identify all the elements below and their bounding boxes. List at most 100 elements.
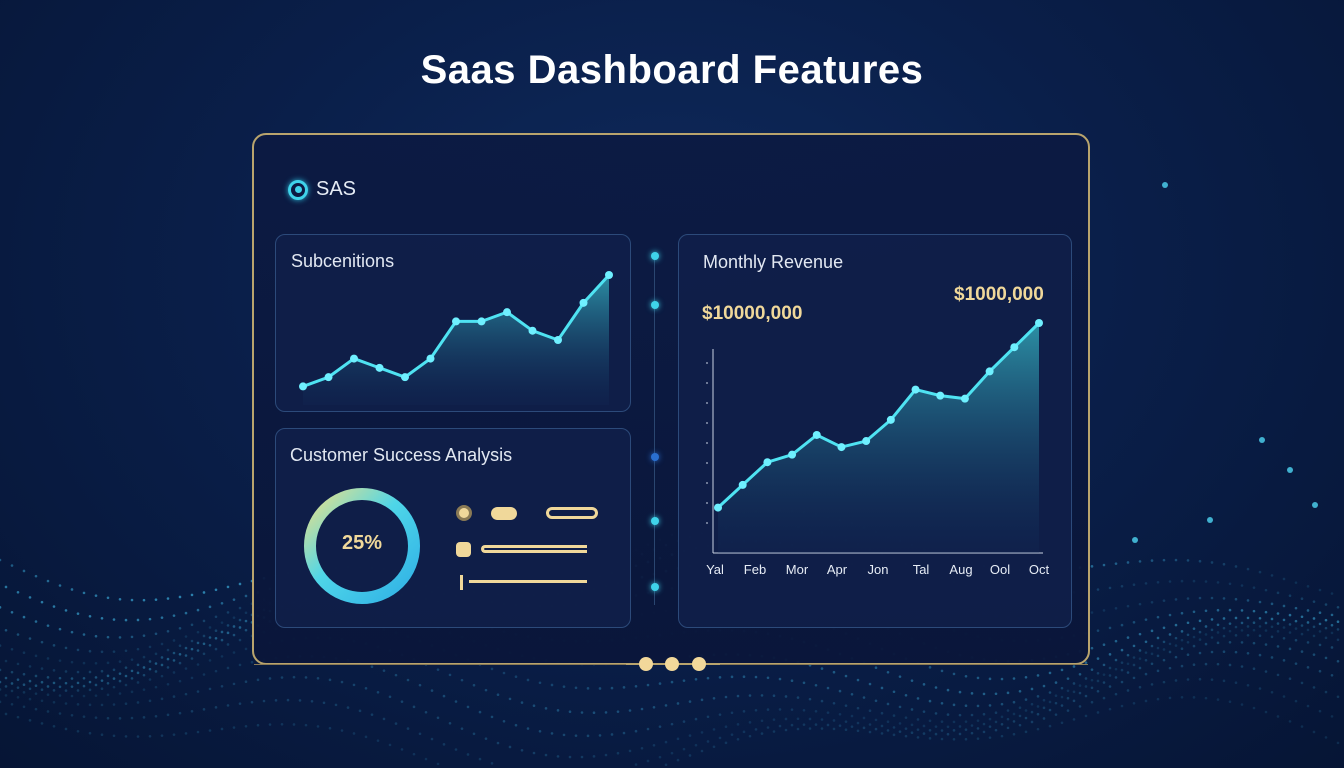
bg-dot — [658, 725, 662, 728]
bg-dot — [790, 723, 794, 727]
bg-dot — [88, 670, 92, 674]
bg-dot — [94, 662, 98, 665]
bg-dot — [1180, 630, 1184, 633]
bg-dot — [862, 716, 866, 720]
bg-dot — [850, 725, 854, 728]
small-square-icon[interactable] — [456, 542, 471, 557]
slider-track-1[interactable] — [481, 545, 587, 553]
bg-dot — [1216, 623, 1220, 627]
bg-dot — [70, 660, 74, 664]
bg-dot — [688, 754, 692, 757]
bg-dot — [586, 734, 590, 738]
bg-dot — [28, 679, 32, 683]
bg-dot — [142, 716, 146, 719]
bg-dot — [1234, 681, 1238, 685]
bg-dot — [520, 748, 524, 752]
toggle-dot[interactable] — [456, 505, 472, 521]
bg-dot — [1204, 642, 1208, 646]
bg-dot — [748, 734, 752, 738]
bg-dot — [856, 706, 860, 710]
bg-dot — [1318, 622, 1322, 626]
chart-point — [1035, 319, 1043, 327]
bg-dot — [730, 711, 734, 715]
bg-dot — [1060, 695, 1064, 699]
bg-dot — [112, 677, 116, 680]
bg-dot — [1150, 662, 1154, 666]
bg-dot — [118, 672, 122, 675]
bg-dot — [634, 763, 638, 766]
pill-bar[interactable] — [546, 507, 598, 519]
bg-dot — [1264, 610, 1268, 614]
bg-dot — [1024, 675, 1028, 679]
bg-dot — [628, 709, 632, 712]
bg-dot — [1222, 617, 1226, 620]
bg-dot — [214, 615, 218, 619]
customer-success-card[interactable]: Customer Success Analysis — [275, 428, 631, 628]
bg-dot — [904, 727, 908, 730]
bg-dot — [1090, 611, 1094, 614]
bg-dot — [1186, 653, 1190, 657]
bg-dot — [100, 616, 104, 620]
bg-dot — [1246, 633, 1250, 637]
bg-dot — [82, 633, 86, 636]
bg-dot — [1294, 699, 1298, 703]
bg-dot — [1102, 643, 1106, 647]
bg-dot — [1138, 649, 1142, 652]
bg-sparkle — [1132, 537, 1138, 543]
bg-dot — [340, 680, 344, 684]
chart-point — [788, 450, 797, 459]
bg-dot — [106, 661, 110, 665]
bg-dot — [76, 648, 80, 652]
bg-dot — [1066, 709, 1070, 712]
pager-dot-3[interactable] — [692, 657, 706, 671]
monthly-revenue-card[interactable]: Monthly Revenue — [678, 234, 1072, 628]
bg-dot — [376, 739, 380, 742]
bg-dot — [1036, 727, 1040, 731]
pager-dot-1[interactable] — [639, 657, 653, 671]
chart-point — [812, 430, 821, 439]
small-pill[interactable] — [491, 507, 517, 520]
bg-dot — [220, 621, 224, 624]
bg-dot — [40, 722, 44, 725]
bg-dot — [1216, 662, 1220, 666]
slider-track-2[interactable] — [469, 580, 587, 583]
bg-dot — [136, 701, 140, 704]
bg-dot — [370, 665, 374, 669]
bg-dot — [1126, 561, 1130, 564]
bg-dot — [1192, 696, 1196, 699]
bg-dot — [820, 667, 824, 670]
slider-handle[interactable] — [460, 575, 463, 590]
bg-dot — [1294, 638, 1298, 642]
bg-dot — [214, 588, 218, 592]
bg-dot — [256, 678, 260, 682]
bg-dot — [1240, 621, 1244, 625]
bg-dot — [1114, 676, 1118, 679]
bg-dot — [712, 728, 716, 731]
bg-dot — [1198, 619, 1202, 623]
bg-dot — [1168, 580, 1172, 583]
bg-dot — [1300, 615, 1304, 619]
bg-dot — [358, 709, 362, 713]
bg-dot — [718, 736, 722, 740]
chart-area — [718, 323, 1039, 553]
bg-dot — [1330, 623, 1334, 627]
bg-dot — [664, 763, 668, 767]
bg-dot — [928, 737, 932, 740]
bg-dot — [4, 628, 8, 632]
bg-dot — [1192, 635, 1196, 639]
bg-dot — [1162, 626, 1166, 630]
pager-dot-2[interactable] — [665, 657, 679, 671]
bg-dot — [1090, 668, 1094, 671]
bg-dot — [952, 738, 956, 741]
bg-dot — [1276, 630, 1280, 633]
bg-dot — [1300, 681, 1304, 685]
bg-dot — [1066, 677, 1070, 680]
bg-dot — [436, 716, 440, 720]
bg-dot — [1060, 686, 1064, 690]
bg-dot — [1150, 559, 1154, 562]
subscriptions-card[interactable]: Subcenitions — [275, 234, 631, 412]
bg-dot — [442, 694, 446, 698]
bg-dot — [928, 728, 932, 732]
bg-dot — [1018, 689, 1022, 693]
bg-dot — [76, 612, 80, 615]
